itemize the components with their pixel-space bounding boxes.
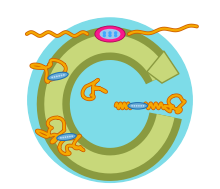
Ellipse shape [95, 26, 125, 42]
Circle shape [67, 136, 68, 138]
Circle shape [71, 135, 73, 137]
Ellipse shape [128, 103, 148, 109]
Ellipse shape [57, 134, 76, 140]
Circle shape [64, 136, 66, 138]
Circle shape [134, 105, 135, 107]
Circle shape [108, 34, 112, 37]
Circle shape [136, 105, 138, 107]
Circle shape [108, 31, 112, 35]
Circle shape [131, 105, 133, 107]
Circle shape [62, 137, 64, 138]
Ellipse shape [100, 29, 120, 39]
Circle shape [61, 74, 62, 76]
Circle shape [51, 77, 53, 78]
Circle shape [69, 136, 71, 137]
Circle shape [103, 34, 106, 37]
Circle shape [114, 31, 117, 35]
Circle shape [54, 76, 55, 78]
Circle shape [56, 75, 58, 77]
Circle shape [143, 105, 144, 107]
Circle shape [63, 74, 65, 76]
Circle shape [140, 105, 142, 107]
Circle shape [60, 137, 62, 139]
Polygon shape [147, 51, 179, 83]
Circle shape [103, 31, 106, 35]
Circle shape [138, 105, 140, 107]
Circle shape [28, 18, 192, 182]
Circle shape [58, 75, 60, 77]
Circle shape [114, 34, 117, 37]
Ellipse shape [48, 72, 68, 80]
